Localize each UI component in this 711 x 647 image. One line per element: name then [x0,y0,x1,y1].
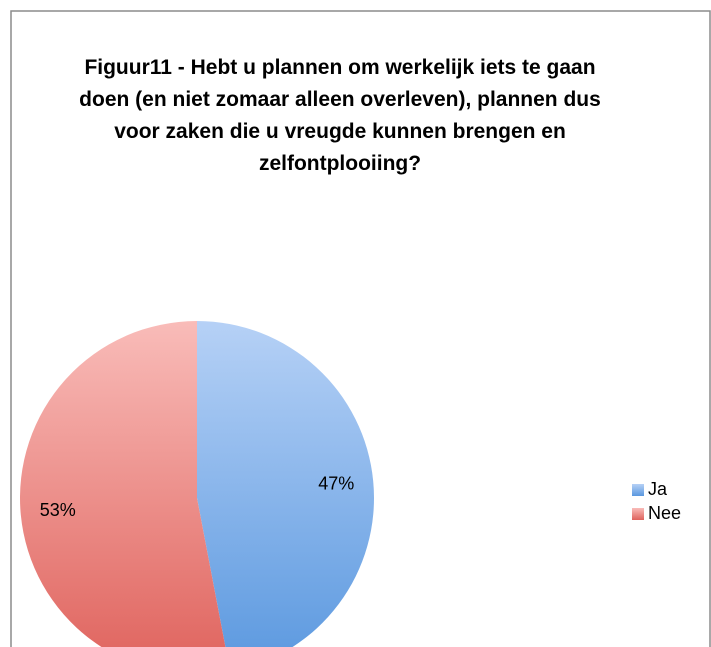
chart-title: Figuur11 - Hebt u plannen om werkelijk i… [79,56,601,175]
legend-label: Nee [648,503,681,523]
chart-frame [10,10,711,647]
legend-swatch [632,484,644,496]
legend-label: Ja [648,479,668,499]
legend-swatch [632,508,644,520]
data-label: 53% [40,500,76,520]
data-label: 47% [318,474,354,494]
pie-slice [197,321,374,647]
pie-slice [20,321,226,647]
